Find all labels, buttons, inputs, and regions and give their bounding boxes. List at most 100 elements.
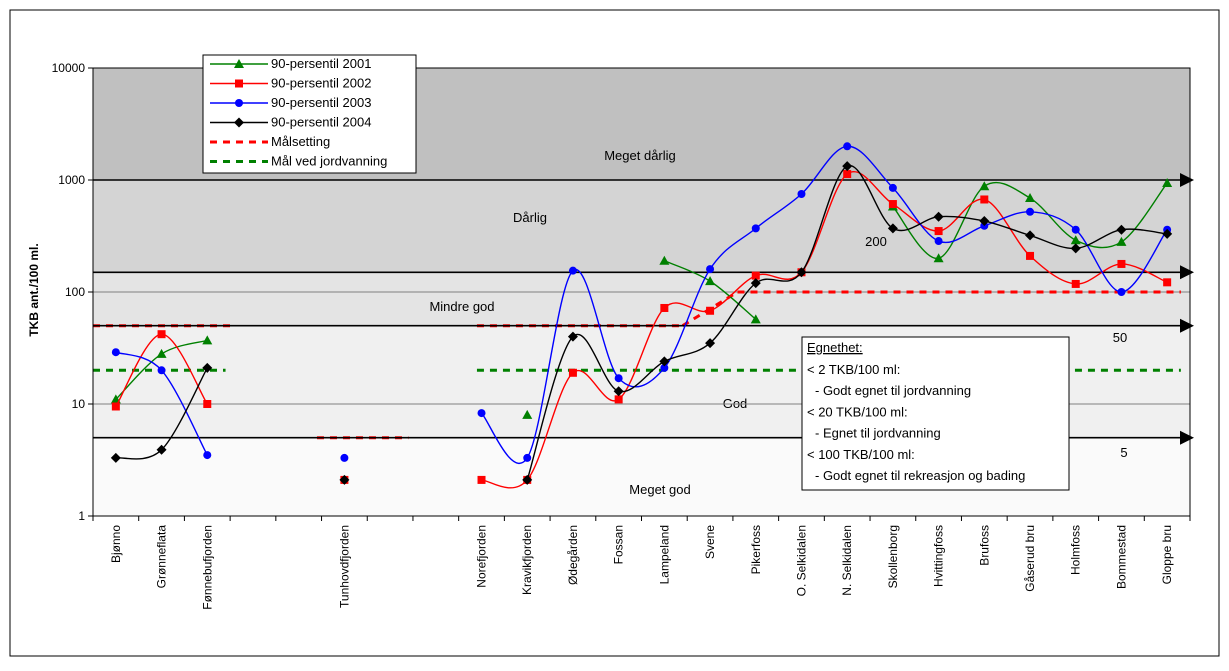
data-point <box>1025 230 1036 241</box>
data-point <box>523 453 532 462</box>
data-point <box>706 306 715 315</box>
x-tick-label: Fossan <box>612 525 626 564</box>
zone-label: Dårlig <box>513 210 547 225</box>
y-tick-label: 1000 <box>58 173 85 187</box>
info-box-line: < 100 TKB/100 ml: <box>807 447 915 462</box>
data-point <box>477 475 486 484</box>
legend-label: 90-persentil 2004 <box>271 115 371 130</box>
data-point <box>1025 193 1036 203</box>
x-tick-label: Bjønno <box>109 525 123 563</box>
zone-label: Mindre god <box>429 299 494 314</box>
data-point <box>156 444 167 455</box>
series-layer <box>110 142 1173 489</box>
data-point <box>568 368 577 377</box>
legend-label: 90-persentil 2002 <box>271 76 371 91</box>
y-axis-title: TKB ant./100 ml. <box>27 243 41 336</box>
y-tick-label: 10000 <box>52 61 86 75</box>
threshold-label: 200 <box>865 234 887 249</box>
threshold-arrow-1 <box>1180 318 1194 333</box>
data-point <box>1116 236 1127 246</box>
data-point <box>522 474 533 485</box>
info-box-line: - Godt egnet til rekreasjon og bading <box>815 468 1025 483</box>
legend: 90-persentil 2001 90-persentil 2002 90-per… <box>202 54 417 174</box>
threshold-label: 50 <box>1113 330 1127 345</box>
data-point <box>157 366 166 375</box>
x-tick-label: Fønnebufjorden <box>200 525 214 610</box>
zone-label: Meget dårlig <box>604 148 676 163</box>
data-point <box>659 255 670 265</box>
legend-label: 90-persentil 2003 <box>271 95 371 110</box>
data-point <box>522 409 533 419</box>
data-point <box>933 211 944 222</box>
zone-band-1 <box>93 180 1190 273</box>
threshold-label: 5 <box>1120 445 1127 460</box>
x-tick-label: Hvittingfoss <box>932 525 946 587</box>
info-box-title: Egnethet: <box>807 340 863 355</box>
data-point <box>614 374 623 383</box>
series-line-3-1 <box>526 165 1168 481</box>
data-point <box>1070 235 1081 245</box>
x-tick-label: Brufoss <box>977 525 991 566</box>
data-point <box>706 265 715 274</box>
x-tick-label: Gloppe bru <box>1160 525 1174 584</box>
data-point <box>934 227 943 236</box>
data-point <box>340 453 349 462</box>
data-point <box>660 303 669 312</box>
x-tick-label: Skollenborg <box>886 525 900 588</box>
y-tick-label: 10 <box>72 397 86 411</box>
data-point <box>796 267 807 278</box>
x-tick-label: Norefjorden <box>475 525 489 588</box>
legend-marker <box>234 59 244 68</box>
x-tick-label: Svene <box>703 525 717 559</box>
data-point <box>980 195 989 204</box>
x-tick-label: Holmfoss <box>1069 525 1083 575</box>
info-box-line: < 20 TKB/100 ml: <box>807 404 908 419</box>
data-point <box>1162 178 1173 188</box>
data-point <box>202 335 213 345</box>
data-point <box>842 161 853 172</box>
legend-marker <box>235 99 243 107</box>
data-point <box>1026 251 1035 260</box>
threshold-arrow-2 <box>1180 265 1194 280</box>
data-point <box>1162 228 1173 239</box>
x-tick-label: Pikerfoss <box>749 525 763 574</box>
data-point <box>156 348 167 358</box>
data-point <box>843 170 852 179</box>
legend-marker <box>235 79 243 88</box>
data-point <box>613 386 624 397</box>
x-tick-label: Lampeland <box>657 525 671 584</box>
data-point <box>339 474 350 485</box>
data-point <box>979 181 990 191</box>
data-point <box>1070 243 1081 254</box>
x-tick-label: Tunhovdfjorden <box>337 525 351 608</box>
legend-box <box>202 54 417 174</box>
threshold-arrow-3 <box>1180 173 1194 187</box>
y-tick-label: 1 <box>78 509 85 523</box>
data-point <box>887 223 898 234</box>
data-point <box>934 237 943 246</box>
data-point <box>111 348 120 357</box>
data-point <box>1117 259 1126 268</box>
data-point <box>750 278 761 289</box>
data-point <box>111 402 120 411</box>
data-point <box>1116 224 1127 235</box>
axis-layer: 1 10 100 1000 10000 Bjønno Grønneflata Fønnebuf… <box>52 61 1191 610</box>
data-point <box>750 314 761 324</box>
info-box: Egnethet: < 2 TKB/100 ml: - Godt egnet til… <box>801 336 1070 491</box>
data-point <box>110 452 121 463</box>
data-point <box>1026 207 1035 216</box>
zone-band-2 <box>93 272 1190 326</box>
data-point <box>751 271 760 280</box>
x-tick-label: Kravikfjorden <box>520 525 534 595</box>
legend-marker <box>234 117 244 128</box>
info-box-line: - Egnet til jordvanning <box>815 426 941 441</box>
data-point <box>888 183 897 192</box>
data-point <box>979 216 990 227</box>
data-point <box>1071 279 1080 288</box>
threshold-arrow-0 <box>1180 430 1194 445</box>
x-tick-label: Bommestad <box>1114 525 1128 589</box>
data-point <box>1163 278 1172 287</box>
data-point <box>1071 225 1080 234</box>
series-3 <box>110 161 1173 485</box>
data-point <box>568 266 577 275</box>
